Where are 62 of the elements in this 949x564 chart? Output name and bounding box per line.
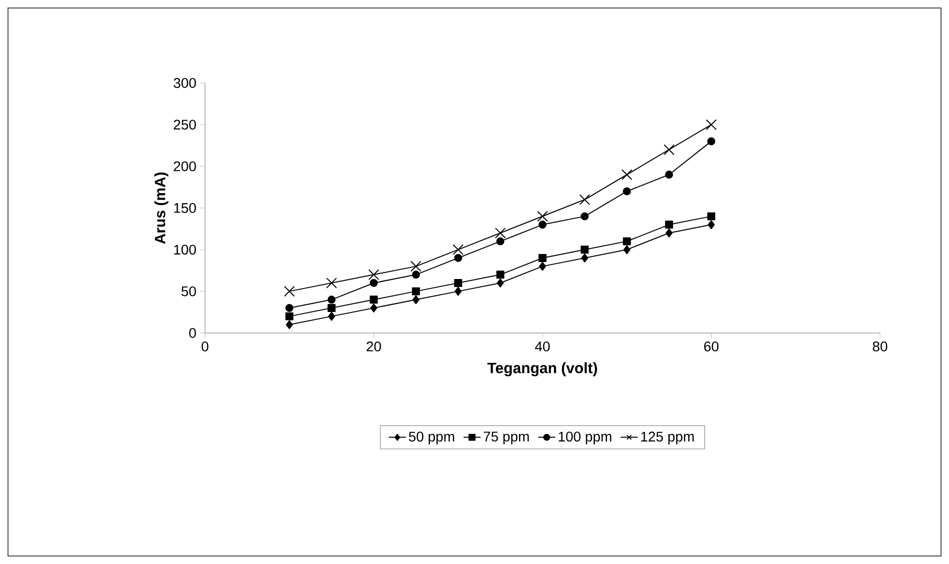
legend-label: 125 ppm bbox=[641, 432, 694, 444]
point bbox=[452, 244, 464, 256]
y-axis-title: Arus (mA) bbox=[154, 172, 168, 244]
point bbox=[368, 269, 380, 280]
point bbox=[579, 194, 590, 206]
point bbox=[326, 278, 337, 288]
point bbox=[708, 220, 715, 230]
x-tick-label: 60 bbox=[704, 342, 718, 352]
point bbox=[665, 170, 674, 179]
point bbox=[538, 220, 546, 229]
point bbox=[454, 286, 462, 296]
point bbox=[328, 304, 336, 312]
x-tick-label: 40 bbox=[535, 342, 550, 352]
point bbox=[707, 137, 716, 146]
legend-label: 75 ppm bbox=[484, 432, 529, 444]
point bbox=[410, 260, 422, 272]
point bbox=[284, 286, 295, 297]
x-tick-label: 80 bbox=[872, 342, 888, 352]
point bbox=[496, 270, 504, 279]
point bbox=[623, 245, 630, 254]
legend-label: 100 ppm bbox=[558, 432, 612, 444]
point bbox=[285, 304, 294, 312]
x-tick-label: 0 bbox=[202, 342, 208, 352]
x-tick-label: 20 bbox=[366, 342, 381, 352]
point bbox=[666, 228, 673, 238]
y-tick-label: 150 bbox=[174, 203, 196, 213]
point bbox=[622, 187, 631, 196]
point bbox=[580, 212, 589, 220]
point bbox=[286, 320, 293, 330]
point bbox=[412, 270, 420, 279]
point bbox=[621, 169, 632, 180]
point bbox=[370, 278, 378, 287]
point bbox=[537, 210, 548, 222]
point bbox=[496, 237, 504, 246]
point bbox=[454, 278, 462, 287]
point bbox=[538, 254, 546, 262]
point bbox=[412, 295, 420, 304]
point bbox=[580, 246, 589, 254]
point bbox=[707, 212, 716, 220]
point bbox=[494, 228, 506, 238]
legend-label: 50 ppm bbox=[408, 432, 454, 444]
y-tick-label: 250 bbox=[174, 120, 196, 130]
y-tick-label: 50 bbox=[181, 286, 196, 296]
point bbox=[328, 296, 336, 304]
point bbox=[581, 254, 588, 262]
point bbox=[370, 304, 378, 312]
point bbox=[328, 312, 336, 321]
y-tick-label: 300 bbox=[174, 78, 196, 88]
point bbox=[706, 119, 717, 130]
point bbox=[370, 296, 378, 304]
point bbox=[454, 254, 462, 262]
y-tick-label: 200 bbox=[174, 161, 196, 172]
y-tick-label: 100 bbox=[174, 244, 196, 255]
point bbox=[665, 220, 674, 229]
x-axis-title: Tegangan (volt) bbox=[487, 362, 598, 376]
point bbox=[496, 278, 504, 288]
point bbox=[539, 262, 546, 271]
point bbox=[622, 237, 631, 246]
point bbox=[285, 312, 294, 320]
point bbox=[664, 144, 675, 156]
y-tick-label: 0 bbox=[189, 328, 196, 338]
point bbox=[412, 287, 420, 296]
